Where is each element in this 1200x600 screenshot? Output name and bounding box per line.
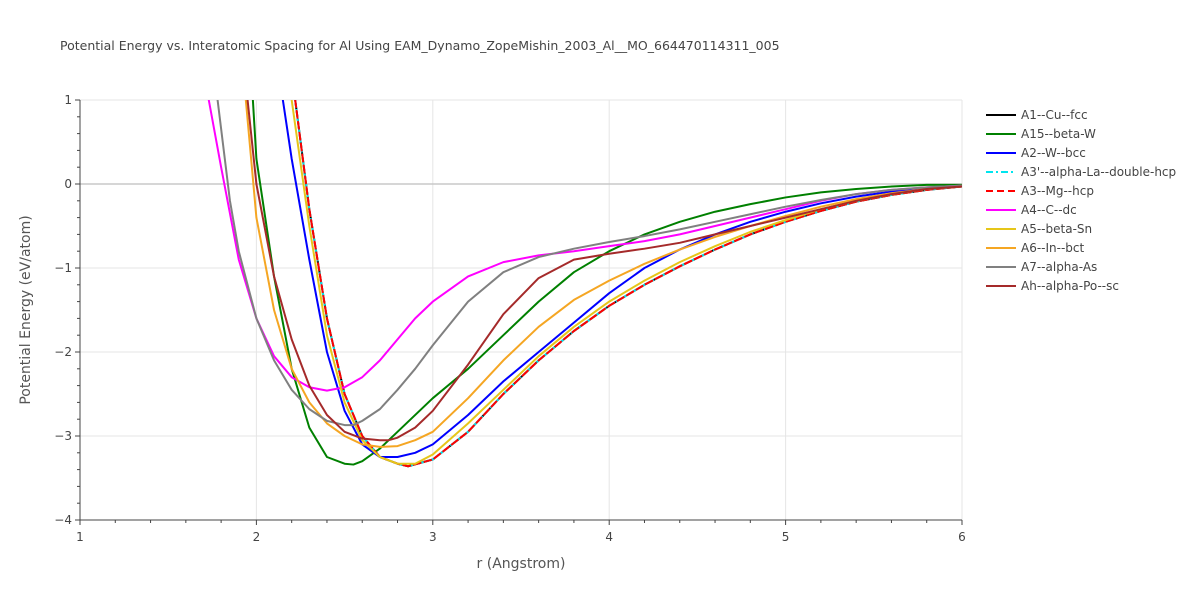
legend-label: A15--beta-W xyxy=(1021,127,1096,141)
legend-item[interactable]: A3'--alpha-La--double-hcp xyxy=(986,165,1176,179)
x-tick-label: 1 xyxy=(76,530,84,544)
y-tick-label: 0 xyxy=(64,177,72,191)
axes: 1 2 3 4 5 6 1 0 −1 −2 −3 −4 xyxy=(54,93,966,544)
legend-label: A7--alpha-As xyxy=(1021,260,1097,274)
legend-label: A4--C--dc xyxy=(1021,203,1077,217)
series-line[interactable] xyxy=(251,100,962,466)
legend-label: Ah--alpha-Po--sc xyxy=(1021,279,1119,293)
series-line[interactable] xyxy=(216,100,962,427)
series-line[interactable] xyxy=(207,100,962,392)
x-tick-label: 5 xyxy=(782,530,790,544)
y-axis-title: Potential Energy (eV/atom) xyxy=(18,215,34,404)
legend-item[interactable]: A5--beta-Sn xyxy=(986,222,1092,236)
legend-label: A5--beta-Sn xyxy=(1021,222,1092,236)
series-line[interactable] xyxy=(281,100,962,458)
chart-title: Potential Energy vs. Interatomic Spacing… xyxy=(60,38,780,53)
plot-area xyxy=(207,100,962,468)
legend-item[interactable]: A15--beta-W xyxy=(986,127,1096,141)
legend-label: A2--W--bcc xyxy=(1021,146,1086,160)
legend-item[interactable]: A3--Mg--hcp xyxy=(986,184,1094,198)
y-tick-label: −4 xyxy=(54,513,72,527)
legend-item[interactable]: A2--W--bcc xyxy=(986,146,1086,160)
series-line[interactable] xyxy=(246,100,962,442)
legend-item[interactable]: A4--C--dc xyxy=(986,203,1077,217)
y-tick-label: −1 xyxy=(54,261,72,275)
y-tick-label: −2 xyxy=(54,345,72,359)
grid xyxy=(80,99,963,520)
legend-label: A3'--alpha-La--double-hcp xyxy=(1021,165,1176,179)
x-tick-label: 2 xyxy=(253,530,261,544)
series-line[interactable] xyxy=(294,100,962,468)
legend[interactable]: A1--Cu--fcc A15--beta-W A2--W--bcc A3'--alp… xyxy=(986,108,1176,293)
legend-label: A6--In--bct xyxy=(1021,241,1085,255)
series-line[interactable] xyxy=(294,100,962,468)
x-tick-label: 3 xyxy=(429,530,437,544)
y-tick-label: −3 xyxy=(54,429,72,443)
legend-item[interactable]: A1--Cu--fcc xyxy=(986,108,1088,122)
series-line[interactable] xyxy=(294,100,962,468)
legend-item[interactable]: Ah--alpha-Po--sc xyxy=(986,279,1119,293)
x-tick-label: 6 xyxy=(958,530,966,544)
legend-label: A3--Mg--hcp xyxy=(1021,184,1094,198)
legend-item[interactable]: A6--In--bct xyxy=(986,241,1085,255)
legend-item[interactable]: A7--alpha-As xyxy=(986,260,1097,274)
series-line[interactable] xyxy=(290,100,962,465)
y-tick-label: 1 xyxy=(64,93,72,107)
legend-label: A1--Cu--fcc xyxy=(1021,108,1088,122)
x-axis-title: r (Angstrom) xyxy=(477,556,566,572)
series-line[interactable] xyxy=(244,100,962,448)
x-tick-label: 4 xyxy=(605,530,613,544)
